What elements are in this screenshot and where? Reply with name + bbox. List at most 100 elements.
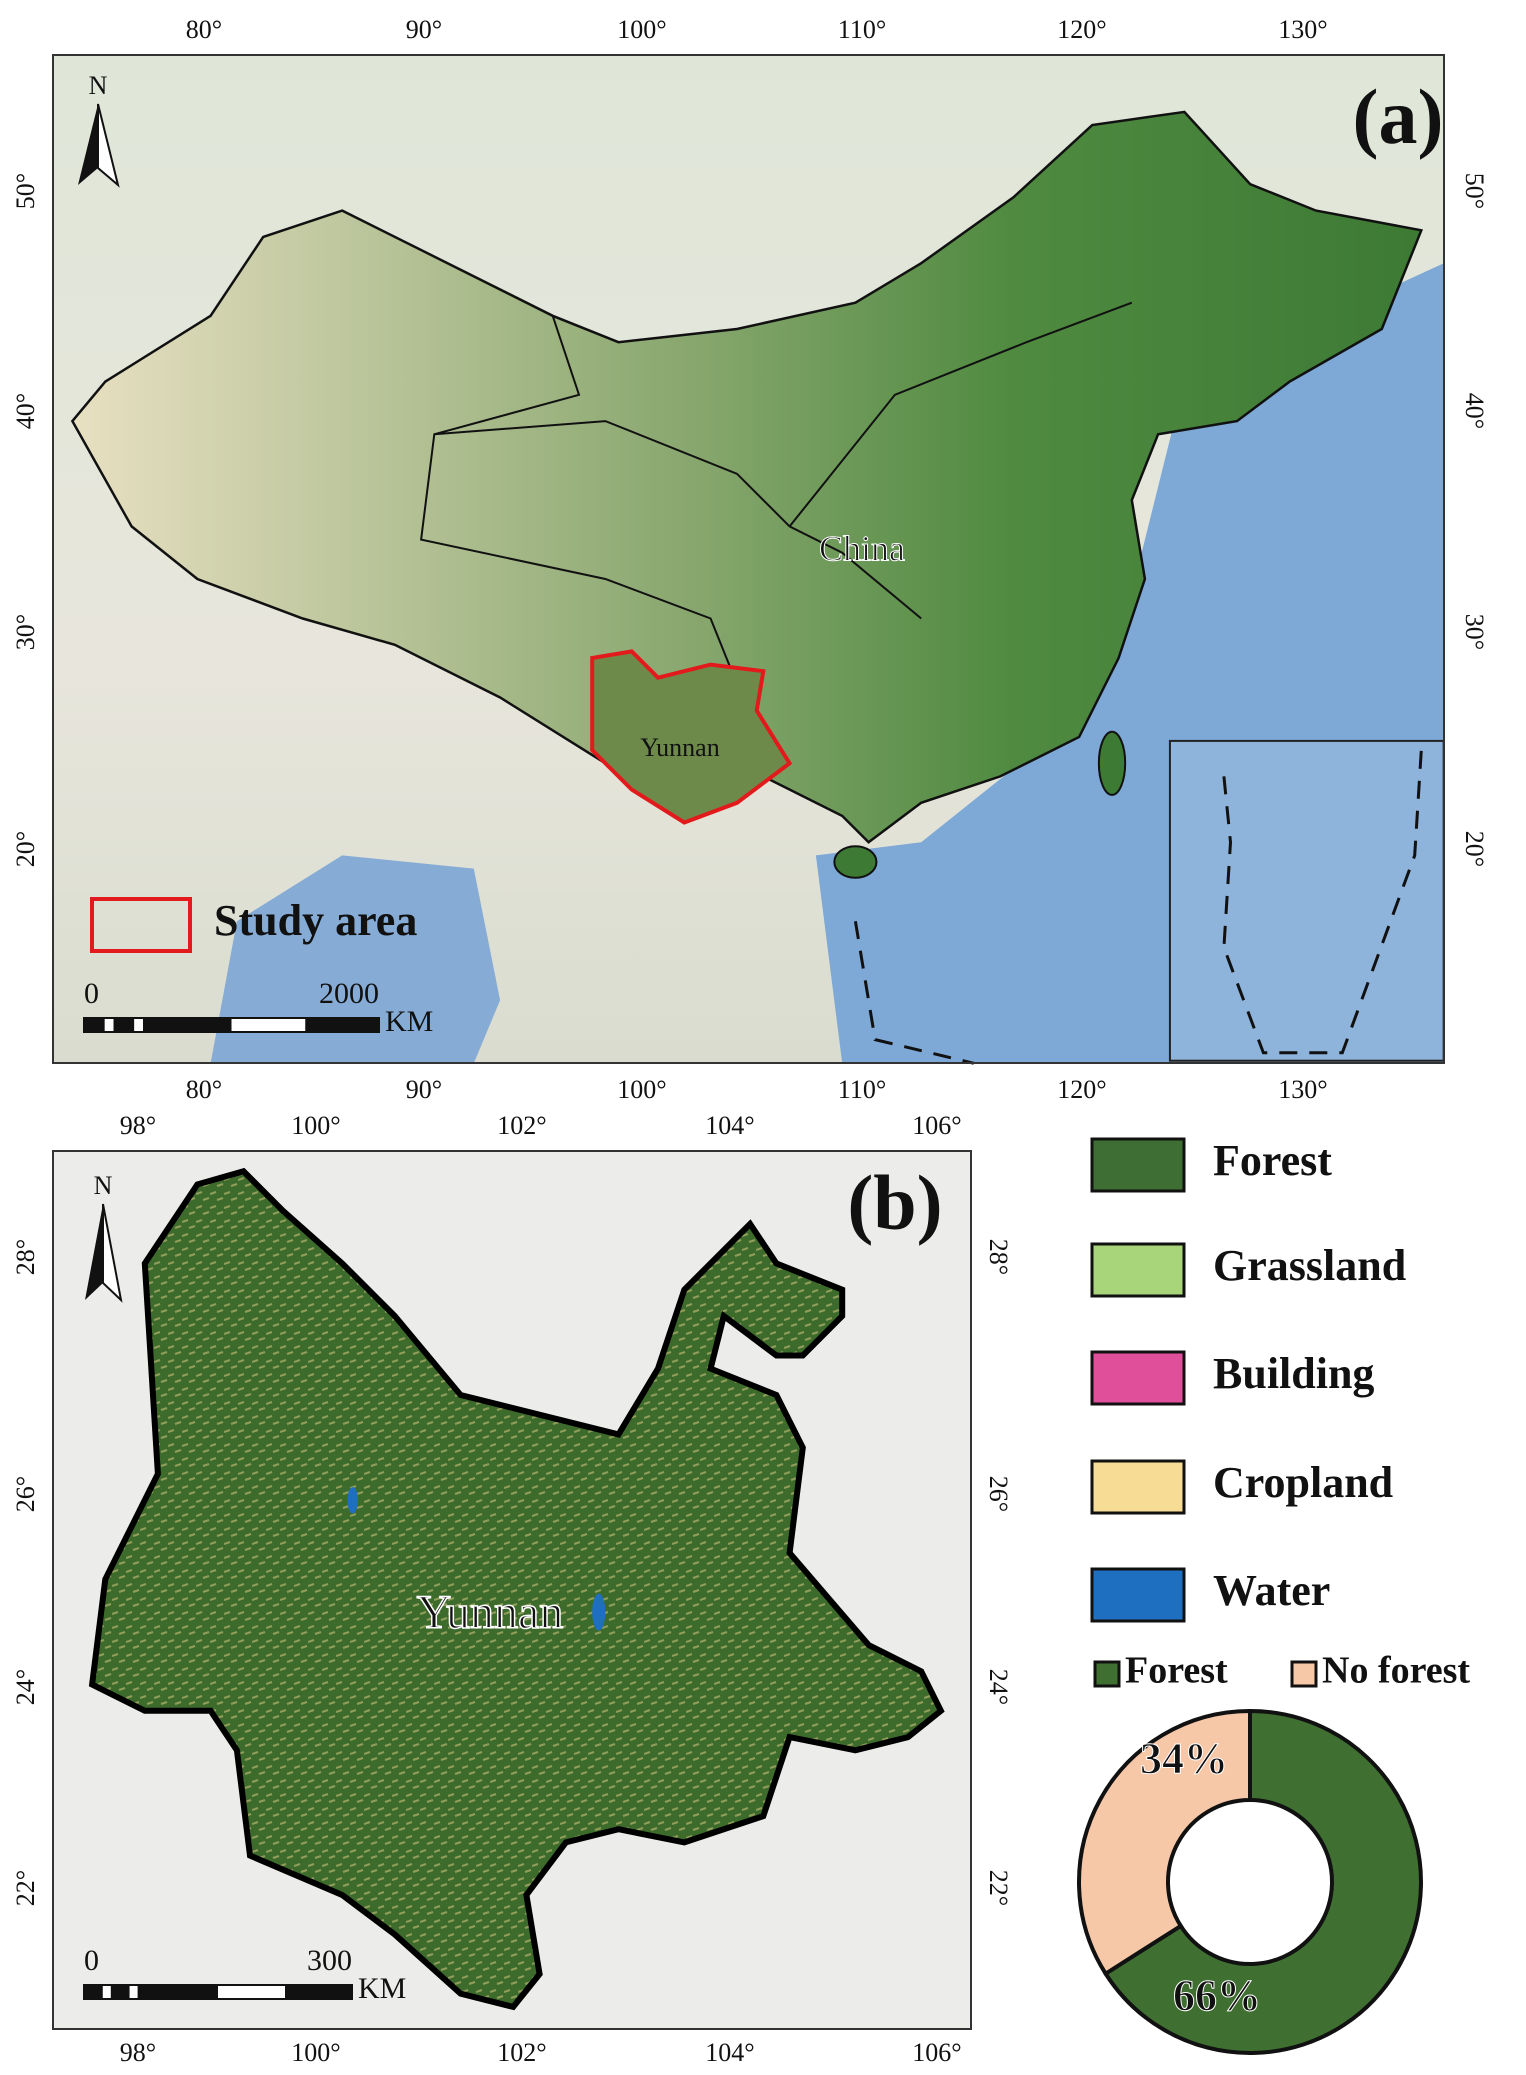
legend-swatch <box>1090 1567 1186 1623</box>
donut-chart: 66% 34% Forest No forest <box>1076 1650 1470 2055</box>
lat-tick-label: 40° <box>11 393 40 429</box>
lon-tick-label: 102° <box>497 2038 546 2067</box>
scale-bar-segment <box>84 1018 105 1032</box>
panel-b: 98° 98° 100° 100° 102° 102° 104° 104° 106° 106° 28… <box>11 1111 1013 2067</box>
panel-label: (b) <box>847 1159 942 1246</box>
value-label: 34% <box>1140 1734 1228 1783</box>
lon-tick-label: 130° <box>1278 1075 1327 1104</box>
frame <box>52 1150 972 2030</box>
province-border <box>788 301 1133 528</box>
province-border <box>434 420 922 620</box>
nine-dash-line <box>853 920 975 1065</box>
scale-start: 0 <box>84 977 99 1010</box>
scale-bar-segment <box>143 1018 232 1032</box>
lat-tick-label: 20° <box>1460 831 1489 867</box>
scale-unit: KM <box>358 1972 406 2005</box>
scale-end: 300 <box>307 1944 352 1977</box>
legend: Forest Grassland Building Cropland Water <box>1090 1136 1406 1623</box>
pie-legend-label: No forest <box>1322 1650 1470 1692</box>
scale-bar-segment <box>137 1985 218 1999</box>
frame <box>52 54 1445 1064</box>
lat-tick-label: 26° <box>11 1476 40 1512</box>
lat-tick-label: 40° <box>1460 393 1489 429</box>
lat-tick-label: 24° <box>984 1669 1013 1705</box>
province-label: Yunnan <box>417 1586 564 1639</box>
lat-tick-label: 24° <box>11 1669 40 1705</box>
scale-start: 0 <box>84 1944 99 1977</box>
lon-tick-label: 100° <box>617 1075 666 1104</box>
lon-tick-label: 98° <box>120 2038 156 2067</box>
legend-label: Cropland <box>1213 1458 1393 1507</box>
hainan <box>833 845 878 879</box>
legend-swatch <box>1090 1459 1186 1515</box>
value-label: 66% <box>1173 1971 1261 2020</box>
lat-tick-label: 50° <box>1460 173 1489 209</box>
north-arrow <box>102 1203 123 1303</box>
pie-legend-swatch <box>1093 1660 1121 1688</box>
panel-label: (a) <box>1353 73 1444 160</box>
lat-tick-label: 28° <box>984 1239 1013 1275</box>
panel-a: 80° 80° 90° 90° 100° 100° 110° 110° 120° 120° 130°… <box>11 15 1489 1104</box>
study-area-swatch <box>90 897 192 953</box>
pie-legend-swatch <box>1290 1660 1318 1688</box>
sea <box>210 855 501 1064</box>
scale-bar-segment <box>285 1985 352 1999</box>
yunnan <box>88 1167 945 2011</box>
donut-segment <box>1102 1708 1423 2055</box>
legend-label: Water <box>1213 1566 1330 1615</box>
lat-tick-label: 20° <box>11 831 40 867</box>
scale-bar-segment <box>84 1985 103 1999</box>
lon-tick-label: 110° <box>838 15 886 44</box>
lat-tick-label: 28° <box>11 1239 40 1275</box>
legend-label: Building <box>1213 1349 1374 1398</box>
lon-tick-label: 80° <box>186 1075 222 1104</box>
legend-label: Forest <box>1213 1136 1332 1185</box>
nine-dash-line <box>1222 750 1423 1055</box>
lon-tick-label: 90° <box>406 1075 442 1104</box>
lake <box>592 1593 606 1631</box>
province-border <box>419 315 738 685</box>
pie-legend-label: Forest <box>1125 1650 1228 1692</box>
lon-tick-label: 130° <box>1278 15 1327 44</box>
legend-swatch <box>1090 1137 1186 1193</box>
lat-tick-label: 22° <box>11 1870 40 1906</box>
legend-swatch <box>1090 1242 1186 1298</box>
lon-tick-label: 80° <box>186 15 222 44</box>
lon-tick-label: 100° <box>291 1111 340 1140</box>
lon-tick-label: 98° <box>120 1111 156 1140</box>
lon-tick-label: 102° <box>497 1111 546 1140</box>
scale-bar-segment <box>305 1018 379 1032</box>
legend-label: Grassland <box>1213 1241 1406 1290</box>
legend-swatch <box>1090 1350 1186 1406</box>
scale-unit: KM <box>385 1005 433 1038</box>
north-arrow <box>85 1204 103 1300</box>
lon-tick-label: 104° <box>705 1111 754 1140</box>
lon-tick-label: 100° <box>291 2038 340 2067</box>
lon-tick-label: 104° <box>705 2038 754 2067</box>
donut-segment <box>1076 1708 1252 1977</box>
lat-tick-label: 22° <box>984 1870 1013 1906</box>
scale-bar-segment <box>113 1018 135 1032</box>
lon-tick-label: 100° <box>617 15 666 44</box>
lon-tick-label: 120° <box>1057 15 1106 44</box>
taiwan <box>1097 730 1127 796</box>
lon-tick-label: 120° <box>1057 1075 1106 1104</box>
lat-tick-label: 30° <box>11 614 40 650</box>
scale-end: 2000 <box>319 977 379 1010</box>
scale-bar-segment <box>110 1985 130 1999</box>
north-label: N <box>94 1171 113 1200</box>
inset <box>1168 739 1445 1062</box>
yunnan-study-area <box>590 649 793 825</box>
country-label: China <box>819 528 905 568</box>
lat-tick-label: 30° <box>1460 614 1489 650</box>
lon-tick-label: 110° <box>838 1075 886 1104</box>
lon-tick-label: 106° <box>912 2038 961 2067</box>
north-arrow <box>78 104 98 185</box>
north-label: N <box>89 71 108 100</box>
lake <box>347 1487 358 1514</box>
study-area-label: Study area <box>214 896 417 945</box>
lat-tick-label: 26° <box>984 1476 1013 1512</box>
north-arrow <box>97 103 120 188</box>
lat-tick-label: 50° <box>11 173 40 209</box>
